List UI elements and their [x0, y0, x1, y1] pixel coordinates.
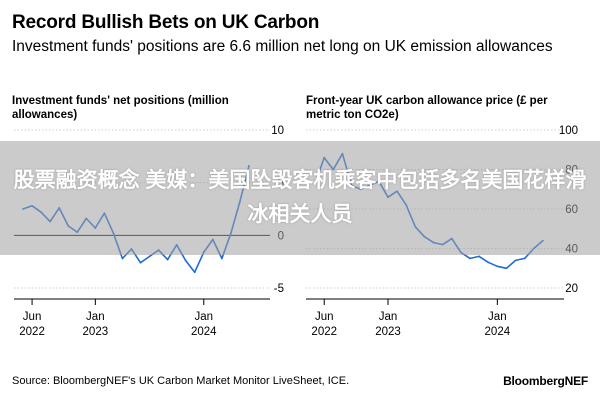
news-overlay-text[interactable]: 股票融资概念 美媒：美国坠毁客机乘客中包括多名美国花样滑冰相关人员: [13, 169, 587, 226]
x-tick-label: 2024: [485, 326, 511, 338]
data-point: [139, 261, 142, 264]
y-tick-label: 100: [559, 125, 578, 137]
data-point: [523, 257, 526, 260]
x-tick-label: Jun: [315, 311, 334, 323]
y-tick-label: 20: [565, 283, 578, 295]
chart-subtitle: Investment funds' positions are 6.6 mill…: [12, 38, 553, 55]
data-point: [193, 271, 196, 274]
source-note: Source: BloombergNEF's UK Carbon Market …: [12, 375, 350, 387]
x-tick-label: Jan: [379, 311, 398, 323]
x-tick-label: Jun: [23, 311, 42, 323]
left-panel-title: Investment funds' net positions (million…: [12, 95, 229, 121]
data-point: [487, 261, 490, 264]
x-tick-label: 2023: [375, 326, 401, 338]
data-point: [505, 267, 508, 270]
data-point: [496, 265, 499, 268]
x-tick-label: Jan: [488, 311, 507, 323]
x-tick-label: 2024: [191, 326, 217, 338]
y-tick-label: -5: [274, 283, 284, 295]
data-point: [220, 257, 223, 260]
x-tick-label: Jan: [195, 311, 214, 323]
y-tick-label: 10: [271, 125, 284, 137]
data-point: [121, 257, 124, 260]
data-point: [514, 259, 517, 262]
news-overlay-banner[interactable]: 股票融资概念 美媒：美国坠毁客机乘客中包括多名美国花样滑冰相关人员: [0, 141, 600, 255]
x-tick-label: 2022: [19, 326, 45, 338]
x-tick-label: 2022: [311, 326, 337, 338]
data-point: [148, 255, 151, 258]
brand-logo: BloombergNEF: [503, 374, 588, 388]
data-point: [166, 258, 169, 261]
x-tick-label: Jan: [86, 311, 105, 323]
data-point: [478, 255, 481, 258]
data-point: [184, 259, 187, 262]
chart-headline: Record Bullish Bets on UK Carbon: [12, 12, 320, 33]
data-point: [469, 257, 471, 260]
x-tick-label: 2023: [83, 326, 109, 338]
right-panel-title: Front-year UK carbon allowance price (£ …: [306, 95, 548, 121]
